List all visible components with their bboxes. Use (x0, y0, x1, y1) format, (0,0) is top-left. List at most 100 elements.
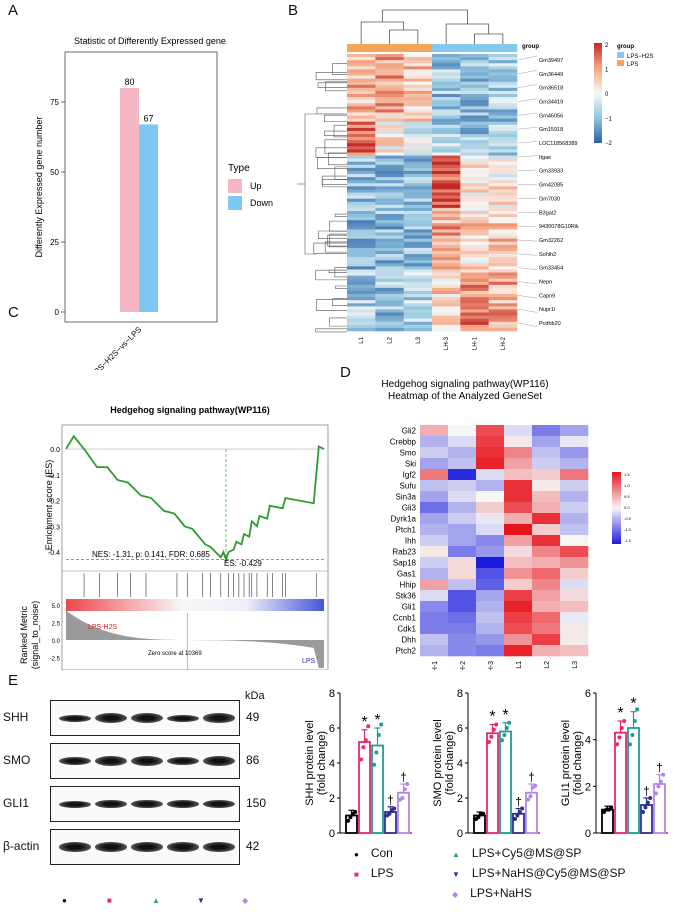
panel-b-dendro-branch (316, 299, 347, 311)
panel-d-cell (448, 557, 477, 569)
panel-b-cell (432, 315, 461, 319)
panel-d-cell (420, 491, 449, 503)
panel-b-gene-leader (517, 239, 538, 242)
panel-b-cell (347, 204, 376, 209)
panel-d-cell (476, 612, 505, 624)
legend-swatch-down (228, 196, 242, 210)
panel-b-cell (375, 174, 404, 178)
blot-band (59, 757, 91, 765)
panel-c-title: Hedgehog signaling pathway(WP116) (110, 405, 270, 415)
panel-e-chart: 0 2 4 6 8 SMO protein level (fold change) * * † † (432, 688, 540, 840)
panel-c-ytick: -0.3 (48, 524, 60, 531)
panel-c-ranked-ytick: 2.5 (52, 622, 61, 628)
panel-e-point (632, 719, 637, 723)
panel-b-cell (488, 130, 518, 135)
panel-d-cell (476, 601, 505, 613)
panel-b-cell (347, 103, 376, 107)
panel-b-cell (488, 214, 518, 218)
panel-d-cell (420, 612, 449, 624)
panel-b-col-label: LH-3 (444, 336, 450, 350)
panel-b-dendro-branch (324, 241, 347, 253)
panel-b-cell (347, 94, 376, 98)
panel-b-cell (375, 254, 404, 258)
panel-d-cell (420, 623, 449, 635)
panel-b-cell (488, 235, 518, 239)
panel-b-cell (432, 94, 461, 98)
panel-b-cell (460, 312, 489, 316)
panel-d-scale-tick: -1.0 (624, 527, 632, 532)
panel-b-cell (403, 81, 433, 86)
panel-d-cell (504, 502, 533, 514)
panel-b-cell (432, 198, 461, 203)
panel-d-cell (532, 480, 561, 492)
panel-b-cell (488, 290, 518, 295)
panel-e-point (402, 787, 407, 792)
panel-d-cell (420, 634, 449, 646)
panel-e-sig-mark: * (374, 712, 380, 729)
panel-b-cell (460, 121, 489, 126)
panel-label-d: D (340, 364, 351, 381)
panel-b-cell (488, 232, 518, 236)
panel-b-cell (347, 78, 376, 82)
panel-b-cell (460, 137, 489, 141)
panel-b-cell (347, 170, 376, 175)
panel-e-point (622, 719, 627, 723)
panel-b-dendro-branch (334, 267, 347, 278)
panel-b-group-cell (403, 44, 433, 52)
panel-b-cell (460, 306, 489, 310)
panel-e-point (353, 810, 358, 814)
panel-b-cell (432, 281, 461, 286)
legend-e-label: LPS+NaHS@Cy5@MS@SP (471, 866, 626, 880)
panel-b-cell (403, 250, 433, 255)
panel-b-cell (460, 247, 489, 252)
panel-b-cell (375, 223, 404, 227)
panel-b-gene-leader (517, 112, 538, 116)
blot-band (203, 800, 235, 808)
panel-d-col-label: L3 (572, 661, 579, 669)
panel-b-scale-tick: 2 (605, 43, 609, 49)
panel-b-cell (375, 257, 404, 261)
panel-b-cell (375, 303, 404, 307)
panel-d-cell (504, 634, 533, 646)
panel-b-cell (488, 161, 518, 166)
panel-b-cell (488, 257, 518, 261)
panel-d-cell (504, 623, 533, 635)
panel-b-cell (375, 112, 404, 116)
panel-d-cell (560, 491, 589, 503)
panel-b-cell (488, 195, 518, 199)
panel-b-cell (460, 235, 489, 239)
panel-b-cell (403, 315, 433, 319)
panel-c-ranked-ytick: 5.0 (52, 604, 61, 610)
blot-kda-value: 49 (246, 710, 260, 724)
panel-b-cell (375, 186, 404, 190)
panel-d-cell (532, 623, 561, 635)
panel-d-cell (504, 590, 533, 602)
panel-b-cell (375, 300, 404, 304)
panel-b-dendro-branch (322, 179, 347, 188)
panel-d-gene-label: Cdk1 (397, 625, 416, 634)
panel-b-cell (432, 109, 461, 113)
panel-e-bar (640, 804, 653, 834)
panel-b-cell (375, 118, 404, 123)
legend-swatch-up (228, 179, 242, 193)
panel-b-cell (460, 57, 489, 61)
panel-b-cell (460, 195, 489, 199)
panel-d-cell (476, 590, 505, 602)
panel-b-cell (347, 75, 376, 79)
panel-d-cell (560, 469, 589, 481)
panel-b-cell (375, 189, 404, 193)
panel-b-cell (403, 134, 433, 138)
panel-d-cell (504, 480, 533, 492)
panel-b-gene-leader (517, 253, 538, 256)
panel-b-cell (347, 269, 376, 273)
panel-b-cell (488, 275, 518, 279)
panel-b-cell (403, 90, 433, 95)
panel-e-point (489, 734, 494, 739)
panel-d-gene-label: Sufu (400, 482, 416, 491)
panel-b-cell (375, 109, 404, 113)
panel-b-cell (488, 297, 518, 301)
panel-b-cell (403, 170, 433, 175)
panel-e-point (533, 783, 538, 788)
legend-e-symbol: ● (354, 850, 359, 859)
panel-b-group-cell (347, 44, 376, 52)
